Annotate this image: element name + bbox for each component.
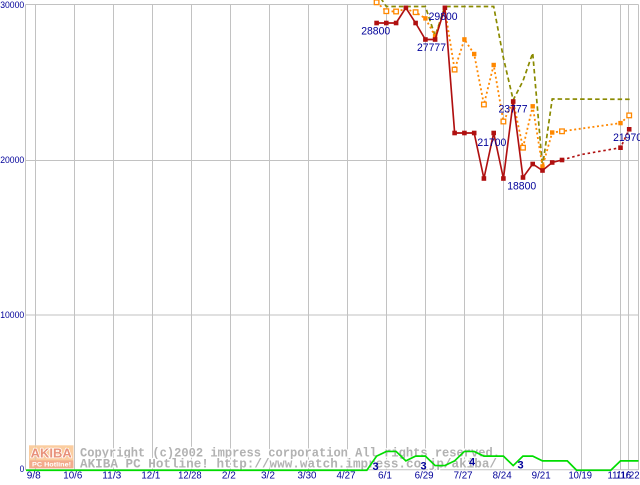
svg-text:4/27: 4/27 <box>337 470 356 480</box>
svg-text:21700: 21700 <box>477 137 506 149</box>
svg-text:6/1: 6/1 <box>378 470 392 480</box>
svg-text:12/1: 12/1 <box>141 470 160 480</box>
svg-text:Copyright (c)2002 impress corp: Copyright (c)2002 impress corporation Al… <box>80 447 500 461</box>
svg-text:3: 3 <box>517 460 523 472</box>
svg-text:20000: 20000 <box>0 155 24 166</box>
svg-text:6/29: 6/29 <box>415 470 434 480</box>
svg-text:7/27: 7/27 <box>454 470 473 480</box>
svg-text:11/3: 11/3 <box>102 470 121 480</box>
svg-text:29800: 29800 <box>429 11 458 23</box>
svg-text:23777: 23777 <box>499 103 528 115</box>
svg-text:10/6: 10/6 <box>63 470 82 480</box>
svg-text:21970: 21970 <box>613 132 640 144</box>
svg-text:28800: 28800 <box>361 26 390 38</box>
svg-text:11/16: 11/16 <box>607 470 631 480</box>
svg-text:3/30: 3/30 <box>297 470 316 480</box>
svg-text:30000: 30000 <box>0 0 24 11</box>
svg-text:3/2: 3/2 <box>261 470 275 480</box>
svg-text:PC Hotline!: PC Hotline! <box>32 462 71 469</box>
svg-text:4: 4 <box>469 456 476 468</box>
svg-text:12/28: 12/28 <box>178 470 202 480</box>
svg-text:27777: 27777 <box>417 42 446 54</box>
svg-text:AKIBA: AKIBA <box>31 446 72 460</box>
svg-text:9/21: 9/21 <box>532 470 551 480</box>
svg-text:10000: 10000 <box>0 310 24 321</box>
svg-text:3: 3 <box>373 461 379 473</box>
svg-text:9/8: 9/8 <box>27 470 41 480</box>
svg-text:AKIBA PC Hotline! http://www: AKIBA PC Hotline! http://www.watch.impre… <box>80 458 497 472</box>
svg-text:18800: 18800 <box>507 181 536 193</box>
svg-text:8/24: 8/24 <box>493 470 512 480</box>
svg-text:11/22: 11/22 <box>616 470 640 480</box>
svg-text:2/2: 2/2 <box>222 470 236 480</box>
svg-text:10/19: 10/19 <box>568 470 592 480</box>
svg-text:0: 0 <box>20 464 25 475</box>
svg-text:3: 3 <box>420 461 426 473</box>
